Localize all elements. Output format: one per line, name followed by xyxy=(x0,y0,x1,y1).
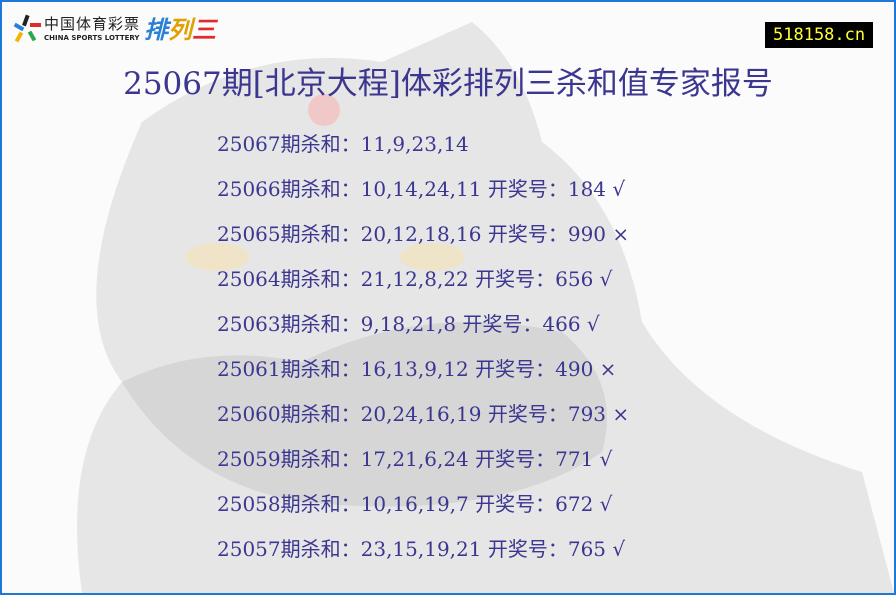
logo-chinese-text: 中国体育彩票 xyxy=(44,15,141,33)
prediction-list: 25067期杀和：11,9,23,14 25066期杀和：10,14,24,11… xyxy=(217,130,629,580)
list-item: 25058期杀和：10,16,19,7 开奖号：672 √ xyxy=(217,492,613,516)
list-item: 25059期杀和：17,21,6,24 开奖号：771 √ xyxy=(217,447,613,471)
page-title: 25067期[北京大程]体彩排列三杀和值专家报号 xyxy=(123,66,773,102)
logo-english-text: CHINA SPORTS LOTTERY xyxy=(44,34,140,42)
list-item: 25060期杀和：20,24,16,19 开奖号：793 × xyxy=(217,402,630,426)
china-sports-lottery-logo: 中国体育彩票 CHINA SPORTS LOTTERY 排列三 xyxy=(10,10,216,45)
list-item: 25063期杀和：9,18,21,8 开奖号：466 √ xyxy=(217,312,600,336)
site-badge: 518158.cn xyxy=(765,22,874,48)
list-item: 25061期杀和：16,13,9,12 开奖号：490 × xyxy=(217,357,617,381)
lottery-star-icon xyxy=(13,14,41,42)
list-item: 25066期杀和：10,14,24,11 开奖号：184 √ xyxy=(217,177,626,201)
list-item: 25064期杀和：21,12,8,22 开奖号：656 √ xyxy=(217,267,613,291)
list-item: 25057期杀和：23,15,19,21 开奖号：765 √ xyxy=(217,537,626,561)
product-name: 排列三 xyxy=(144,16,217,44)
list-item: 25065期杀和：20,12,18,16 开奖号：990 × xyxy=(217,222,630,246)
list-item: 25067期杀和：11,9,23,14 xyxy=(217,132,469,156)
